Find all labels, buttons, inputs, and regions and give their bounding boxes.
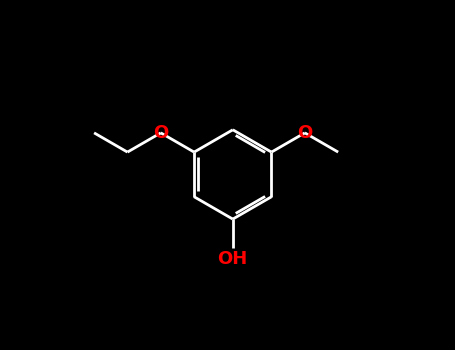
Text: O: O (297, 124, 313, 142)
Text: OH: OH (217, 250, 247, 268)
Text: O: O (153, 124, 168, 142)
